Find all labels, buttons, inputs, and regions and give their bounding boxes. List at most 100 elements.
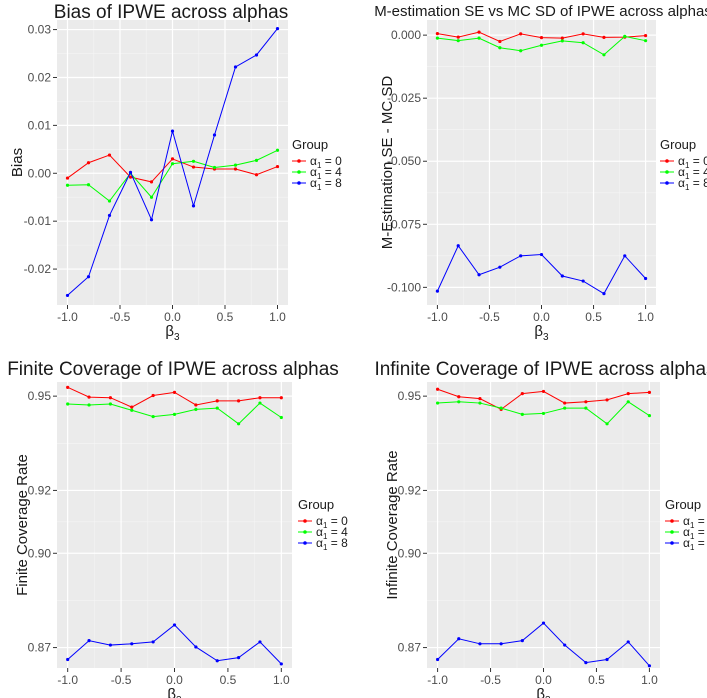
- data-point: [66, 385, 70, 389]
- series-2: [66, 401, 283, 426]
- data-point: [233, 65, 238, 69]
- x-tick-label: -0.5: [110, 310, 131, 324]
- data-point: [435, 32, 440, 36]
- data-point: [233, 163, 238, 167]
- data-point: [87, 395, 91, 399]
- legend-key-point: [665, 181, 669, 185]
- legend-entry: α1 = 0: [683, 514, 707, 530]
- data-point: [478, 397, 482, 401]
- x-tick-label: 0.0: [166, 673, 183, 687]
- data-point: [478, 642, 482, 646]
- chart-title: Bias of IPWE across alphas: [54, 2, 288, 23]
- data-point: [191, 165, 196, 169]
- x-tick-label: 0.5: [220, 673, 237, 687]
- data-point: [170, 162, 175, 166]
- y-axis-label: Finite Coverage Rate: [14, 454, 31, 596]
- data-point: [236, 399, 241, 403]
- gridlines: [57, 20, 288, 305]
- y-tick-label: 0.92: [398, 483, 422, 497]
- y-tick-label: 0.95: [28, 389, 52, 403]
- y-tick-label: -0.050: [387, 154, 421, 168]
- data-point: [107, 213, 112, 218]
- y-tick-label: -0.025: [387, 91, 421, 105]
- y-tick-label: 0.03: [28, 23, 52, 37]
- legend-entry: α1 = 4: [678, 165, 707, 181]
- data-point: [643, 39, 648, 43]
- data-point: [602, 292, 606, 296]
- chart-title: Finite Coverage of IPWE across alphas: [7, 359, 339, 380]
- y-tick-label: 0.87: [398, 641, 422, 655]
- legend-key-point: [297, 181, 301, 185]
- legend-title: Group: [292, 137, 328, 152]
- legend-key-point: [303, 541, 307, 545]
- data-point: [623, 34, 627, 38]
- legend-entry: α1 = 0: [678, 154, 707, 170]
- data-point: [275, 148, 280, 152]
- y-tick-label: 0.90: [28, 546, 52, 560]
- legend-key-point: [670, 519, 674, 523]
- data-point: [456, 39, 460, 43]
- data-point: [560, 39, 564, 43]
- data-point: [643, 276, 648, 281]
- data-point: [172, 623, 177, 627]
- data-point: [66, 657, 70, 662]
- y-tick-label: 0.000: [391, 28, 421, 42]
- x-tick-label: 1.0: [641, 673, 658, 687]
- data-point: [86, 161, 91, 165]
- legend: Group α1 = 0α1 = 4α1 = 8: [298, 497, 348, 552]
- data-point: [108, 396, 113, 400]
- y-tick-label: 0.90: [398, 546, 422, 560]
- data-point: [457, 400, 461, 404]
- data-point: [456, 244, 460, 248]
- data-point: [563, 401, 567, 405]
- data-point: [602, 53, 606, 57]
- x-tick-label: 0.0: [533, 310, 550, 324]
- y-tick-label: -0.100: [387, 280, 421, 294]
- data-point: [477, 36, 481, 40]
- data-point: [520, 639, 524, 643]
- data-point: [626, 392, 630, 396]
- data-point: [151, 640, 155, 644]
- legend-entry: α1 = 8: [683, 536, 707, 552]
- x-tick-label: -1.0: [57, 673, 78, 687]
- chart-panel-4: -1.0 -0.5 0.0 0.5 1.0 0.87 0.90 0.92 0.95 Infinit…: [374, 359, 707, 698]
- x-axis-label: β3: [536, 686, 551, 698]
- y-tick-label: 0.02: [28, 70, 52, 84]
- x-tick-label: 0.0: [164, 310, 181, 324]
- data-point: [498, 39, 502, 44]
- data-point: [275, 164, 280, 169]
- x-tick-label: 0.0: [535, 673, 552, 687]
- series-3: [65, 27, 280, 298]
- data-point: [581, 32, 585, 36]
- data-point: [151, 393, 155, 398]
- data-point: [477, 30, 481, 34]
- data-point: [539, 43, 544, 47]
- data-point: [86, 183, 91, 187]
- legend-key-point: [665, 159, 669, 163]
- legend-entry: α1 = 4: [683, 525, 707, 541]
- data-point: [647, 390, 652, 394]
- x-tick-label: 0.5: [585, 310, 602, 324]
- x-tick-label: 1.0: [637, 310, 654, 324]
- series-1: [435, 30, 648, 44]
- y-axis-label: Infinite Coverage Rate: [384, 450, 401, 599]
- data-point: [149, 218, 154, 222]
- legend-title: Group: [298, 497, 334, 512]
- series-3: [435, 244, 648, 296]
- data-point: [149, 195, 154, 199]
- data-point: [279, 662, 283, 666]
- data-point: [605, 398, 609, 402]
- data-point: [258, 401, 262, 405]
- data-point: [215, 406, 219, 410]
- data-point: [539, 36, 544, 40]
- legend-key-point: [303, 519, 307, 523]
- data-point: [275, 27, 280, 31]
- data-point: [519, 32, 523, 36]
- data-point: [520, 412, 524, 416]
- data-point: [87, 639, 91, 643]
- data-point: [65, 183, 70, 187]
- data-point: [87, 403, 91, 407]
- data-point: [541, 621, 546, 625]
- data-point: [498, 265, 502, 269]
- data-point: [236, 656, 241, 660]
